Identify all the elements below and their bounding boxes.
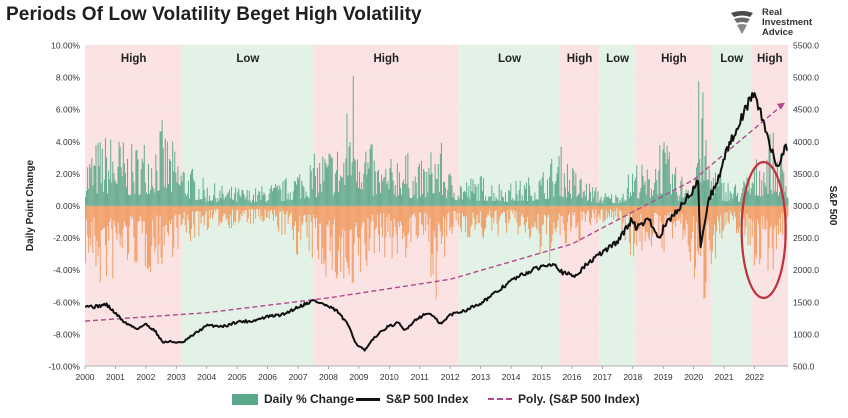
regime-label-7: Low <box>720 53 743 65</box>
x-tick-label: 2018 <box>623 372 642 382</box>
right-tick-label: 4000.0 <box>793 137 819 147</box>
right-tick-label: 5000.0 <box>793 73 819 83</box>
chart-title: Periods Of Low Volatility Beget High Vol… <box>6 4 422 25</box>
x-tick-label: 2008 <box>319 372 338 382</box>
left-tick-label: 8.00% <box>56 73 81 83</box>
right-tick-label: 2500.0 <box>793 233 819 243</box>
chart-canvas: 10.00% 8.00% 6.00% 4.00% 2.00% 0.00% -2.00% -4.… <box>25 41 838 383</box>
x-tick-label: 2014 <box>502 372 521 382</box>
left-tick-label: -2.00% <box>53 233 80 243</box>
legend: Daily % Change S&P 500 Index Poly. (S&P … <box>0 390 848 410</box>
right-tick-label: 500.0 <box>793 362 815 372</box>
legend-item-daily-change: Daily % Change <box>232 392 354 406</box>
x-tick-label: 2002 <box>136 372 155 382</box>
left-tick-label: 0.00% <box>56 201 81 211</box>
regime-label-2: High <box>374 53 400 65</box>
x-tick-label: 2000 <box>76 372 95 382</box>
legend-swatch-daily-change <box>232 393 258 405</box>
left-tick-label: 2.00% <box>56 169 81 179</box>
legend-item-poly: Poly. (S&P 500 Index) <box>488 392 640 406</box>
x-tick-label: 2012 <box>441 372 460 382</box>
right-tick-label: 1500.0 <box>793 297 819 307</box>
left-tick-label: -6.00% <box>53 297 80 307</box>
right-tick-label: 4500.0 <box>793 105 819 115</box>
right-tick-label: 2000.0 <box>793 265 819 275</box>
left-tick-label: -4.00% <box>53 265 80 275</box>
x-tick-label: 2007 <box>289 372 308 382</box>
regime-label-0: High <box>121 53 147 65</box>
left-tick-label: -10.00% <box>48 362 80 372</box>
x-tick-label: 2013 <box>471 372 490 382</box>
regime-label-5: Low <box>606 53 629 65</box>
legend-item-sp500: S&P 500 Index <box>356 392 469 406</box>
x-tick-label: 2010 <box>380 372 399 382</box>
left-tick-label: -8.00% <box>53 329 80 339</box>
x-tick-label: 2022 <box>745 372 764 382</box>
right-tick-label: 1000.0 <box>793 329 819 339</box>
x-tick-label: 2017 <box>593 372 612 382</box>
left-axis-title: Daily Point Change <box>25 160 36 252</box>
regime-label-3: Low <box>498 53 521 65</box>
regime-label-4: High <box>567 53 593 65</box>
poly-trend-line <box>84 102 786 322</box>
x-tick-label: 2020 <box>684 372 703 382</box>
right-axis-title: S&P 500 <box>827 186 838 226</box>
x-tick-label: 2006 <box>258 372 277 382</box>
highlight-ellipse <box>740 160 787 300</box>
left-tick-label: 4.00% <box>56 137 81 147</box>
poly-trend-arrow <box>776 102 785 110</box>
regime-label-8: High <box>757 53 783 65</box>
x-tick-label: 2011 <box>411 372 430 382</box>
x-tick-label: 2001 <box>106 372 125 382</box>
x-tick-label: 2005 <box>228 372 247 382</box>
x-tick-label: 2015 <box>532 372 551 382</box>
right-tick-label: 3000.0 <box>793 201 819 211</box>
legend-label-daily-change: Daily % Change <box>264 392 355 406</box>
x-tick-label: 2009 <box>349 372 368 382</box>
left-tick-label: 6.00% <box>56 105 81 115</box>
x-tick-label: 2016 <box>562 372 581 382</box>
right-tick-label: 5500.0 <box>793 41 819 51</box>
left-tick-label: 10.00% <box>51 41 80 51</box>
x-tick-label: 2004 <box>197 372 216 382</box>
eagle-shield-logo-icon <box>731 11 753 34</box>
legend-swatch-sp500 <box>356 397 380 401</box>
sp500-line <box>85 92 788 352</box>
regime-label-6: High <box>661 53 687 65</box>
x-tick-label: 2021 <box>715 372 734 382</box>
x-tick-label: 2003 <box>167 372 186 382</box>
legend-swatch-poly <box>488 398 512 400</box>
logo-text: Real Investment Advice <box>762 7 813 38</box>
legend-label-sp500: S&P 500 Index <box>386 392 469 406</box>
x-tick-label: 2019 <box>654 372 673 382</box>
right-tick-label: 3500.0 <box>793 169 819 179</box>
brand-logo: Real Investment Advice <box>728 6 838 40</box>
regime-label-1: Low <box>236 53 259 65</box>
legend-label-poly: Poly. (S&P 500 Index) <box>518 392 640 406</box>
